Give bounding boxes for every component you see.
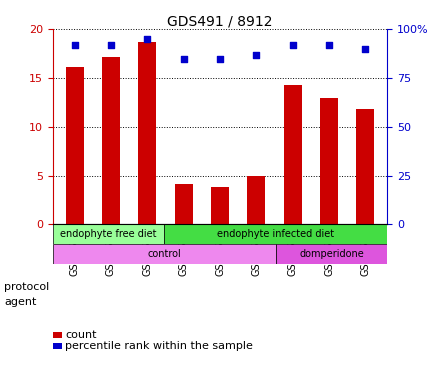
- Text: agent: agent: [4, 297, 37, 307]
- Bar: [175, 184, 193, 224]
- Text: control: control: [147, 249, 181, 259]
- Bar: [164, 224, 387, 244]
- Bar: [276, 244, 387, 264]
- Point: [326, 42, 333, 48]
- Bar: [211, 187, 229, 224]
- Text: domperidone: domperidone: [299, 249, 364, 259]
- Text: endophyte infected diet: endophyte infected diet: [217, 229, 334, 239]
- Bar: [138, 42, 156, 224]
- Point: [253, 52, 260, 57]
- Bar: [247, 176, 265, 224]
- Bar: [320, 98, 338, 224]
- Bar: [53, 244, 276, 264]
- Point: [71, 42, 78, 48]
- Text: endophyte free diet: endophyte free diet: [60, 229, 157, 239]
- Point: [289, 42, 296, 48]
- Bar: [284, 85, 302, 224]
- Text: count: count: [65, 330, 97, 340]
- Point: [144, 36, 151, 42]
- Bar: [53, 224, 164, 244]
- Point: [362, 46, 369, 52]
- Text: percentile rank within the sample: percentile rank within the sample: [65, 341, 253, 351]
- Text: protocol: protocol: [4, 282, 50, 292]
- Point: [216, 56, 224, 61]
- Bar: [102, 57, 120, 224]
- Point: [180, 56, 187, 61]
- Bar: [356, 109, 374, 224]
- Point: [107, 42, 114, 48]
- Text: GDS491 / 8912: GDS491 / 8912: [167, 15, 273, 29]
- Bar: [66, 67, 84, 224]
